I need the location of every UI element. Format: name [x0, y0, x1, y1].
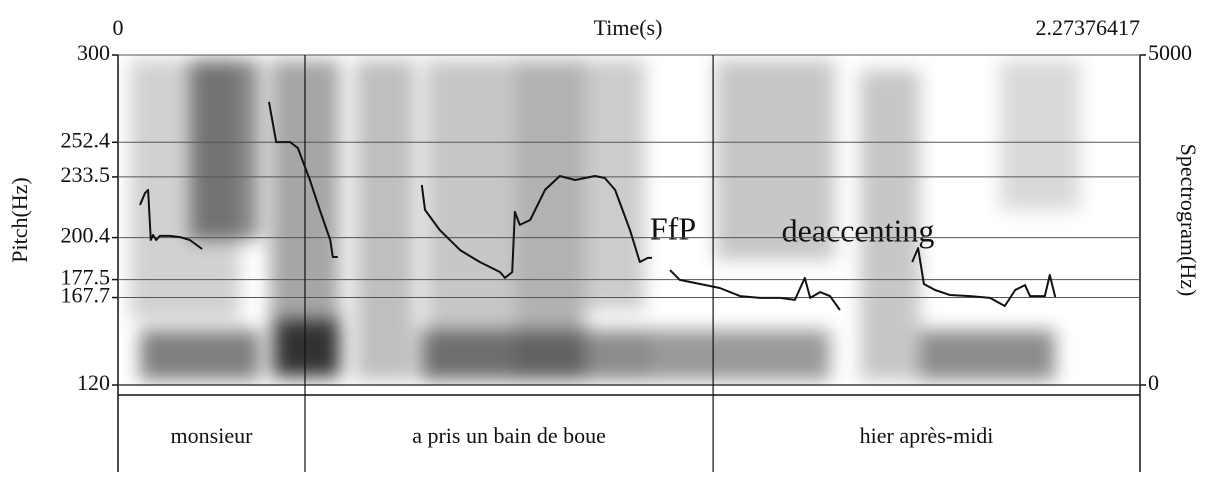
spectrogram: [130, 60, 1080, 380]
y-tick-label: 252.4: [61, 127, 111, 152]
x-tick-label: 0: [113, 15, 124, 40]
y2-tick-label: 0: [1148, 370, 1159, 395]
annotation: FfP: [650, 210, 696, 246]
y-tick-label: 120: [77, 370, 110, 395]
x-axis-title: Time(s): [594, 15, 663, 40]
annotation: deaccenting: [782, 212, 935, 248]
tier-label: hier après-midi: [860, 423, 994, 448]
y2-tick-label: 5000: [1148, 40, 1192, 65]
y-tick-label: 200.4: [61, 223, 111, 248]
pitch-line: [139, 101, 1057, 311]
y-tick-label: 167.7: [61, 283, 111, 308]
y2-axis-title: Spectrogram(Hz): [1176, 144, 1201, 297]
y-tick-label: 300: [77, 40, 110, 65]
y-tick-label: 177.5: [61, 265, 111, 290]
y-tick-label: 233.5: [61, 162, 111, 187]
tier-label: monsieur: [171, 423, 254, 448]
tier-label: a pris un bain de boue: [412, 423, 606, 448]
y-axis-title: Pitch(Hz): [7, 177, 32, 263]
x-tick-label: 2.27376417: [1036, 15, 1141, 40]
